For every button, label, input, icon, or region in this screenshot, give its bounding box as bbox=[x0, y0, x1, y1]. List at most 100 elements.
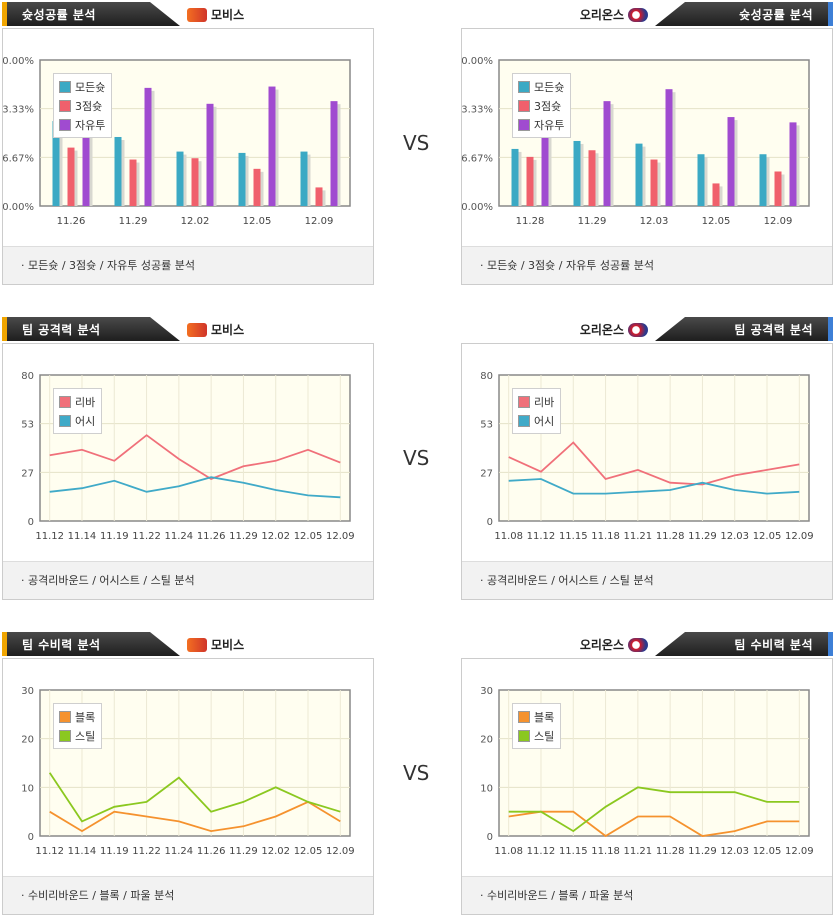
bar-자유투 bbox=[665, 89, 673, 206]
series-line-블록 bbox=[49, 800, 341, 833]
x-tick-label: 11.29 bbox=[229, 846, 258, 857]
bar-3점슛 bbox=[253, 168, 261, 206]
bar-3점슛 bbox=[712, 183, 720, 206]
bar-모든슛 bbox=[52, 121, 60, 206]
y-tick-label: 30 bbox=[21, 686, 34, 697]
x-tick-label: 12.09 bbox=[305, 216, 334, 227]
legend-item: 리바 bbox=[59, 392, 95, 411]
y-tick-label: 36.67% bbox=[3, 153, 34, 164]
chart-legend: 블록 스틸 bbox=[512, 703, 562, 749]
y-tick-label: 27 bbox=[21, 468, 34, 479]
team-name: 오리온스 bbox=[579, 8, 624, 22]
y-tick-label: 0 bbox=[487, 517, 493, 528]
bar-모든슛 bbox=[238, 152, 246, 206]
x-tick-label: 12.05 bbox=[753, 846, 782, 857]
mobis-logo-icon bbox=[187, 322, 207, 337]
legend-item: 모든슛 bbox=[59, 77, 105, 96]
series-line-스틸 bbox=[48, 772, 341, 823]
legend-swatch bbox=[59, 99, 71, 112]
x-tick-label: 11.15 bbox=[559, 531, 588, 542]
orions-logo-icon bbox=[628, 7, 648, 22]
x-tick-label: 12.03 bbox=[720, 846, 749, 857]
y-tick-label: 80 bbox=[480, 371, 493, 382]
x-tick-label: 11.19 bbox=[100, 846, 129, 857]
bar-3점슛 bbox=[526, 156, 534, 206]
y-tick-label: 0.00% bbox=[462, 202, 493, 213]
bar-3점슛 bbox=[315, 187, 323, 206]
panel-header: 슛성공률 분석 모비스 bbox=[2, 0, 374, 28]
legend-item: 어시 bbox=[518, 411, 554, 430]
team-name: 오리온스 bbox=[579, 323, 624, 337]
x-tick-label: 12.09 bbox=[764, 216, 793, 227]
chart-box: 110.00% 73.33% 36.67% 0.00% 11.26 11.29 12.02 1… bbox=[2, 28, 374, 285]
x-tick-label: 12.09 bbox=[326, 531, 355, 542]
x-tick-label: 12.03 bbox=[720, 531, 749, 542]
panel-footer: · 공격리바운드 / 어시스트 / 스틸 분석 bbox=[462, 561, 832, 599]
y-tick-label: 0 bbox=[28, 517, 34, 528]
x-tick-label: 11.26 bbox=[197, 531, 226, 542]
x-tick-label: 11.22 bbox=[132, 531, 161, 542]
team-label: 모비스 bbox=[187, 6, 244, 23]
bullet-icon: · bbox=[480, 574, 487, 587]
x-tick-label: 12.09 bbox=[326, 846, 355, 857]
y-tick-label: 0 bbox=[28, 832, 34, 843]
x-tick-label: 11.28 bbox=[656, 531, 685, 542]
mobis-logo-icon bbox=[187, 637, 207, 652]
legend-swatch bbox=[518, 414, 530, 427]
header-tab bbox=[2, 2, 180, 26]
chart-box: 110.00% 73.33% 36.67% 0.00% 11.28 11.29 12.03 1… bbox=[461, 28, 833, 285]
panel-title: 팀 공격력 분석 bbox=[22, 323, 101, 337]
legend-swatch bbox=[518, 729, 530, 742]
chart-legend: 블록 스틸 bbox=[53, 703, 103, 749]
x-tick-label: 11.24 bbox=[165, 531, 194, 542]
x-tick-label: 11.12 bbox=[35, 531, 64, 542]
bar-모든슛 bbox=[300, 151, 308, 206]
bar-자유투 bbox=[541, 111, 549, 206]
panel-footer: · 수비리바운드 / 블록 / 파울 분석 bbox=[462, 876, 832, 914]
legend-item: 스틸 bbox=[518, 726, 554, 745]
footer-text: 수비리바운드 / 블록 / 파울 분석 bbox=[487, 889, 634, 902]
legend-swatch bbox=[518, 80, 530, 93]
x-tick-label: 11.19 bbox=[100, 531, 129, 542]
team-name: 오리온스 bbox=[579, 638, 624, 652]
bar-모든슛 bbox=[635, 143, 643, 206]
legend-swatch bbox=[59, 729, 71, 742]
panel-header: 팀 공격력 분석 모비스 bbox=[2, 315, 374, 343]
x-tick-label: 12.09 bbox=[785, 846, 814, 857]
legend-item: 3점슛 bbox=[518, 96, 564, 115]
legend-swatch bbox=[59, 414, 71, 427]
legend-item: 스틸 bbox=[59, 726, 95, 745]
x-tick-label: 11.24 bbox=[165, 846, 194, 857]
panel-title: 팀 수비력 분석 bbox=[22, 638, 101, 652]
defense-right-panel: 팀 수비력 분석 오리온스 30 20 10 0 11.08 11.12 11.15 11.18 1… bbox=[461, 630, 833, 915]
x-tick-label: 11.18 bbox=[591, 846, 620, 857]
chart-svg: 110.00% 73.33% 36.67% 0.00% 11.28 11.29 12.03 1… bbox=[462, 56, 810, 227]
bar-자유투 bbox=[268, 86, 276, 206]
y-tick-label: 20 bbox=[21, 735, 34, 746]
bullet-icon: · bbox=[480, 889, 487, 902]
footer-text: 모든슛 / 3점슛 / 자유투 성공률 분석 bbox=[28, 259, 195, 272]
team-name: 모비스 bbox=[211, 638, 245, 652]
x-tick-label: 11.29 bbox=[229, 531, 258, 542]
panel-footer: · 수비리바운드 / 블록 / 파울 분석 bbox=[3, 876, 373, 914]
chart-box: 30 20 10 0 11.08 11.12 11.15 11.18 11.21 11.28 11.… bbox=[461, 658, 833, 915]
bar-자유투 bbox=[206, 103, 214, 206]
x-tick-label: 11.14 bbox=[68, 846, 97, 857]
x-tick-label: 11.18 bbox=[591, 531, 620, 542]
bar-모든슛 bbox=[759, 154, 767, 206]
y-tick-label: 73.33% bbox=[3, 105, 34, 116]
legend-swatch bbox=[518, 118, 530, 131]
shoot-right-panel: 슛성공률 분석 오리온스 110.00% 73.33% 36.67% 0.00% 11.28… bbox=[461, 0, 833, 285]
legend-label: 자유투 bbox=[534, 118, 565, 132]
panel-footer: · 모든슛 / 3점슛 / 자유투 성공률 분석 bbox=[462, 246, 832, 284]
series-line-어시 bbox=[49, 476, 341, 499]
legend-label: 3점슛 bbox=[75, 99, 103, 113]
x-tick-label: 12.05 bbox=[294, 531, 323, 542]
x-tick-label: 11.29 bbox=[119, 216, 148, 227]
y-tick-label: 27 bbox=[480, 468, 493, 479]
legend-label: 어시 bbox=[75, 414, 96, 428]
x-tick-label: 11.08 bbox=[494, 846, 523, 857]
y-tick-label: 10 bbox=[480, 783, 493, 794]
vs-label: VS bbox=[403, 761, 430, 785]
x-tick-label: 11.12 bbox=[35, 846, 64, 857]
